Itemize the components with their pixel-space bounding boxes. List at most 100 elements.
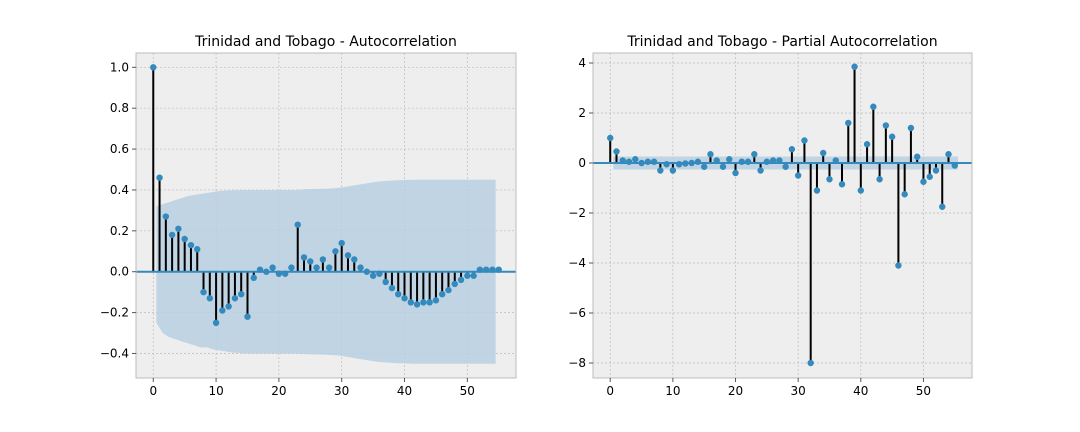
marker-lag-45 <box>432 297 440 304</box>
y-tick-label: 1.0 <box>110 60 129 74</box>
marker-lag-16 <box>707 151 714 158</box>
acf-plot: 0 10 20 30 40 50 −0.4 −0.2 0.0 0.2 0.4 0.6 0.8 1.0 Tri… <box>100 34 517 398</box>
marker-lag-37 <box>382 278 389 286</box>
x-tick-label: 50 <box>460 384 475 398</box>
marker-lag-12 <box>682 160 689 167</box>
marker-lag-46 <box>438 290 446 298</box>
marker-lag-25 <box>763 158 771 165</box>
marker-lag-3 <box>168 231 176 239</box>
marker-lag-21 <box>738 158 745 165</box>
marker-lag-33 <box>813 187 821 194</box>
marker-lag-35 <box>826 176 833 183</box>
marker-lag-28 <box>782 163 789 170</box>
y-tick-label: −2 <box>568 206 586 220</box>
marker-lag-42 <box>870 103 877 110</box>
axes-frame <box>135 52 517 379</box>
marker-lag-37 <box>838 181 846 188</box>
marker-lag-49 <box>457 276 465 284</box>
marker-lag-13 <box>231 295 239 302</box>
marker-lag-7 <box>650 158 658 165</box>
y-tick-label: 0.0 <box>110 265 129 279</box>
marker-lag-41 <box>407 299 414 306</box>
marker-lag-24 <box>757 167 764 174</box>
marker-lag-10 <box>212 319 220 327</box>
marker-lag-18 <box>719 163 727 170</box>
marker-lag-4 <box>175 225 182 232</box>
marker-lag-36 <box>376 270 383 277</box>
marker-lag-29 <box>332 248 339 255</box>
marker-lag-52 <box>932 167 940 174</box>
marker-lag-30 <box>794 172 802 179</box>
y-tick-label: 0.4 <box>110 183 129 197</box>
marker-lag-19 <box>726 156 733 163</box>
marker-lag-1 <box>156 174 163 181</box>
marker-lag-5 <box>638 159 645 167</box>
marker-lag-11 <box>675 161 683 168</box>
x-tick-label: 50 <box>916 384 931 398</box>
marker-lag-43 <box>876 176 883 183</box>
marker-lag-43 <box>420 299 427 306</box>
marker-lag-38 <box>388 284 396 292</box>
marker-lag-47 <box>445 286 452 294</box>
marker-lag-50 <box>464 272 471 279</box>
y-tick-label: −8 <box>568 356 586 370</box>
marker-lag-47 <box>901 191 908 198</box>
marker-lag-9 <box>206 295 214 302</box>
marker-lag-25 <box>307 258 314 265</box>
marker-lag-26 <box>769 157 777 164</box>
marker-lag-32 <box>351 256 358 263</box>
marker-lag-48 <box>907 124 915 132</box>
marker-lag-54 <box>489 266 496 273</box>
marker-lag-20 <box>732 169 739 177</box>
marker-lag-16 <box>250 274 257 282</box>
marker-lag-40 <box>857 187 865 194</box>
marker-lag-32 <box>807 359 814 367</box>
marker-lag-27 <box>776 157 783 164</box>
chart-title: Trinidad and Tobago - Partial Autocorrel… <box>626 34 937 50</box>
y-tick-label: −4 <box>568 256 586 270</box>
marker-lag-2 <box>619 157 626 164</box>
marker-lag-27 <box>319 256 327 263</box>
marker-lag-53 <box>939 203 946 210</box>
y-tick-label: −0.4 <box>100 346 129 360</box>
marker-lag-30 <box>338 239 345 247</box>
y-tick-label: 0.8 <box>110 101 129 115</box>
chart-title: Trinidad and Tobago - Autocorrelation <box>194 34 457 50</box>
marker-lag-11 <box>219 307 226 314</box>
marker-lag-36 <box>832 157 839 164</box>
marker-lag-0 <box>607 134 614 142</box>
pacf-plot: 0 10 20 30 40 50 −8 −6 −4 −2 0 2 4 Trinidad and Tobag… <box>568 34 973 398</box>
marker-lag-55 <box>951 162 958 169</box>
marker-lag-44 <box>882 122 890 129</box>
y-tick-label: 0.6 <box>110 142 129 156</box>
y-tick-label: −6 <box>568 306 586 320</box>
marker-lag-22 <box>744 158 752 165</box>
marker-lag-8 <box>657 167 664 174</box>
marker-lag-4 <box>632 156 639 163</box>
marker-lag-50 <box>920 178 927 185</box>
marker-lag-6 <box>644 158 652 165</box>
marker-lag-53 <box>482 266 490 273</box>
marker-lag-15 <box>700 163 708 170</box>
x-tick-label: 20 <box>728 384 743 398</box>
marker-lag-18 <box>263 268 270 275</box>
x-tick-label: 30 <box>791 384 806 398</box>
marker-lag-6 <box>187 241 195 249</box>
marker-lag-33 <box>357 264 364 271</box>
marker-lag-44 <box>426 299 433 306</box>
x-tick-label: 10 <box>208 384 223 398</box>
marker-lag-17 <box>256 266 264 273</box>
marker-lag-22 <box>288 264 295 271</box>
plot-area <box>593 53 972 378</box>
marker-lag-7 <box>194 246 201 253</box>
x-tick-label: 20 <box>271 384 286 398</box>
marker-lag-21 <box>281 270 289 277</box>
axes-frame <box>592 52 973 379</box>
marker-lag-51 <box>926 173 933 180</box>
marker-lag-48 <box>451 280 458 288</box>
marker-lag-34 <box>820 149 827 157</box>
marker-lag-0 <box>150 64 157 71</box>
marker-lag-19 <box>269 264 276 271</box>
marker-lag-5 <box>181 235 188 243</box>
marker-lag-2 <box>162 213 170 220</box>
